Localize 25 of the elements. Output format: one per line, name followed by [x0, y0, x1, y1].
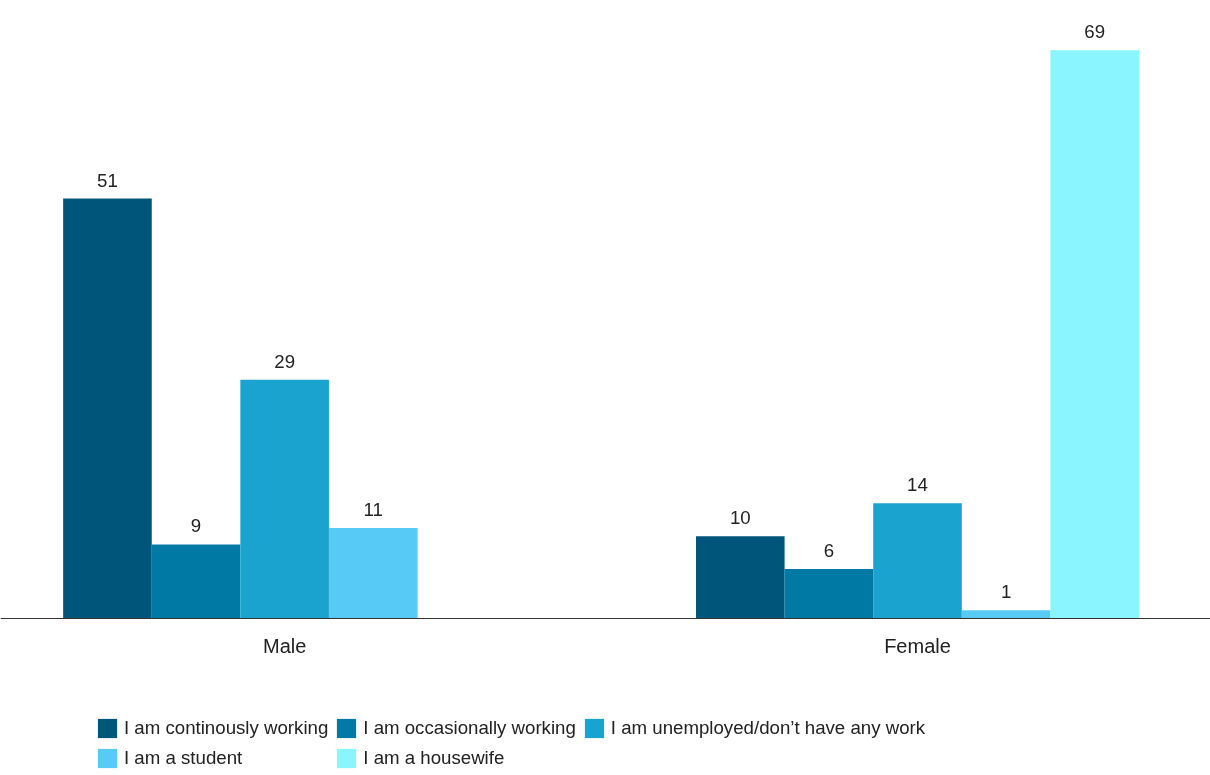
- data-label: 51: [97, 169, 118, 191]
- bar: [240, 379, 329, 619]
- bar: [784, 569, 874, 619]
- data-label: 11: [363, 498, 383, 520]
- bar: [1050, 50, 1139, 619]
- data-label: 14: [907, 474, 928, 496]
- data-label: 29: [274, 350, 296, 372]
- x-tick-label: Female: [884, 634, 951, 657]
- data-label: 6: [823, 540, 835, 562]
- data-label: 69: [1084, 21, 1106, 43]
- bar: [961, 610, 1051, 619]
- legend-label: I am occasionally working: [363, 717, 576, 739]
- bar: [63, 198, 152, 619]
- data-label: 9: [190, 515, 202, 537]
- data-label: 10: [729, 507, 751, 529]
- legend-label: I am a student: [124, 747, 243, 769]
- bar: [696, 536, 785, 619]
- data-label: 1: [1000, 581, 1012, 603]
- bar: [873, 503, 962, 619]
- bar: [328, 527, 418, 619]
- legend-label: I am a housewife: [363, 747, 505, 769]
- legend-label: I am continously working: [124, 717, 329, 739]
- legend-label: I am unemployed/don’t have any work: [610, 717, 926, 739]
- bar: [151, 544, 241, 619]
- x-tick-label: Male: [262, 634, 307, 657]
